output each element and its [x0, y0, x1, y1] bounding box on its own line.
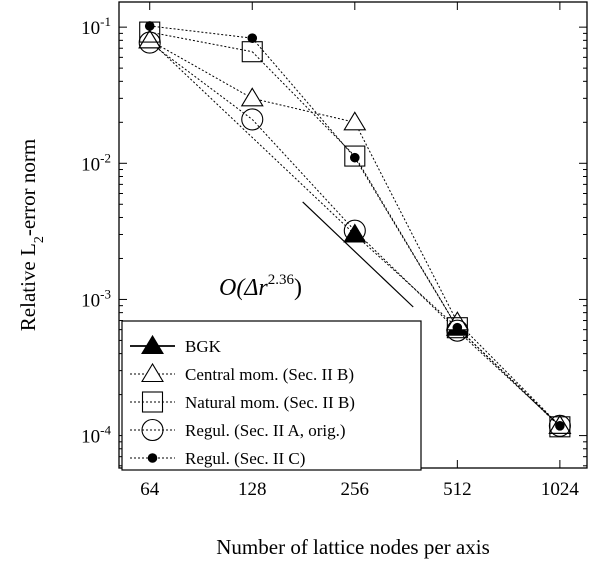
marker-filled-circle	[452, 322, 463, 333]
series-markers	[138, 21, 572, 438]
series-markers-3	[138, 31, 571, 437]
marker-open-square	[344, 145, 366, 167]
x-tick-label: 64	[140, 479, 160, 500]
series-line-3	[149, 42, 561, 427]
series-segment	[354, 122, 458, 323]
marker-open-triangle	[240, 87, 264, 107]
x-tick-labels: 64 128 256 512 1024	[140, 479, 579, 500]
marker-filled-circle	[247, 33, 258, 43]
marker-open-square	[141, 391, 164, 413]
marker-filled-triangle	[343, 223, 367, 243]
series-segment	[457, 330, 561, 427]
x-tick-label: 128	[238, 479, 267, 500]
marker-open-circle	[141, 418, 164, 442]
y-tick-labels: 10-110-210-310-4	[81, 14, 111, 447]
y-tick-exponent: -1	[100, 14, 111, 29]
series-segment	[354, 157, 458, 328]
x-tick-label: 256	[341, 479, 370, 500]
y-tick-exponent: -3	[100, 286, 111, 301]
legend-label: Natural mom. (Sec. II B)	[185, 393, 355, 412]
slope-reference-line	[302, 201, 414, 308]
series-line-1	[149, 39, 561, 427]
series-line-4	[149, 25, 561, 427]
y-axis-label-sub: 2	[32, 236, 47, 243]
legend-label: BGK	[185, 337, 222, 356]
y-tick-base: 10	[81, 290, 100, 311]
legend-label: Regul. (Sec. II A, orig.)	[185, 421, 346, 440]
y-tick-exponent: -4	[100, 423, 111, 438]
y-tick-base: 10	[81, 427, 100, 448]
series-segment	[354, 155, 458, 328]
series-line-2	[149, 31, 561, 428]
slope-label-main: O(Δr	[219, 275, 268, 301]
marker-filled-circle	[144, 21, 155, 31]
slope-annotation: O(Δr2.36)	[219, 201, 414, 308]
legend: BGK Central mom. (Sec. II B) Natural mom. …	[121, 320, 422, 471]
series-segment	[149, 31, 253, 53]
series-segment	[456, 327, 561, 427]
x-tick-label: 1024	[541, 479, 580, 500]
marker-open-triangle	[343, 111, 367, 131]
marker-open-circle	[446, 319, 469, 342]
marker-filled-circle	[555, 421, 565, 431]
marker-filled-triangle	[141, 334, 164, 355]
y-tick-label: 10-4	[81, 423, 111, 448]
x-axis-label: Number of lattice nodes per axis	[216, 535, 490, 559]
slope-label-close: )	[294, 275, 302, 301]
x-tick-label: 512	[443, 479, 472, 500]
series-segment	[456, 321, 561, 427]
y-tick-label: 10-2	[81, 150, 111, 175]
legend-label: Regul. (Sec. II C)	[185, 449, 305, 468]
series-segment	[251, 51, 356, 157]
y-axis-label: Relative L2-error norm	[16, 139, 47, 331]
y-tick-label: 10-3	[81, 286, 111, 311]
marker-filled-circle	[350, 152, 360, 163]
marker-open-circle	[548, 414, 571, 437]
series-markers-4	[144, 21, 565, 431]
y-axis-label-end: -error norm	[16, 139, 40, 236]
series-segment	[149, 42, 253, 120]
marker-open-triangle	[138, 29, 162, 49]
series-lines	[149, 25, 561, 428]
y-tick-label: 10-1	[81, 14, 111, 39]
marker-open-triangle	[141, 362, 164, 383]
y-tick-exponent: -2	[100, 150, 111, 165]
legend-label: Central mom. (Sec. II B)	[185, 365, 354, 384]
marker-filled-circle	[147, 453, 158, 463]
series-segment	[149, 25, 253, 39]
series-line-0	[149, 39, 561, 427]
slope-label-exponent: 2.36	[268, 272, 295, 288]
y-tick-base: 10	[81, 154, 100, 175]
marker-open-circle	[241, 108, 264, 131]
series-segment	[354, 234, 458, 329]
y-tick-base: 10	[81, 18, 100, 39]
marker-open-circle	[343, 219, 366, 242]
axis-ticks	[119, 2, 587, 468]
slope-label: O(Δr2.36)	[219, 272, 302, 301]
series-segment	[251, 119, 356, 232]
series-segment	[149, 39, 356, 235]
y-axis-label-main: Relative L	[16, 243, 40, 331]
series-segment	[251, 37, 356, 158]
series-segment	[252, 97, 355, 123]
marker-open-circle	[138, 31, 161, 54]
